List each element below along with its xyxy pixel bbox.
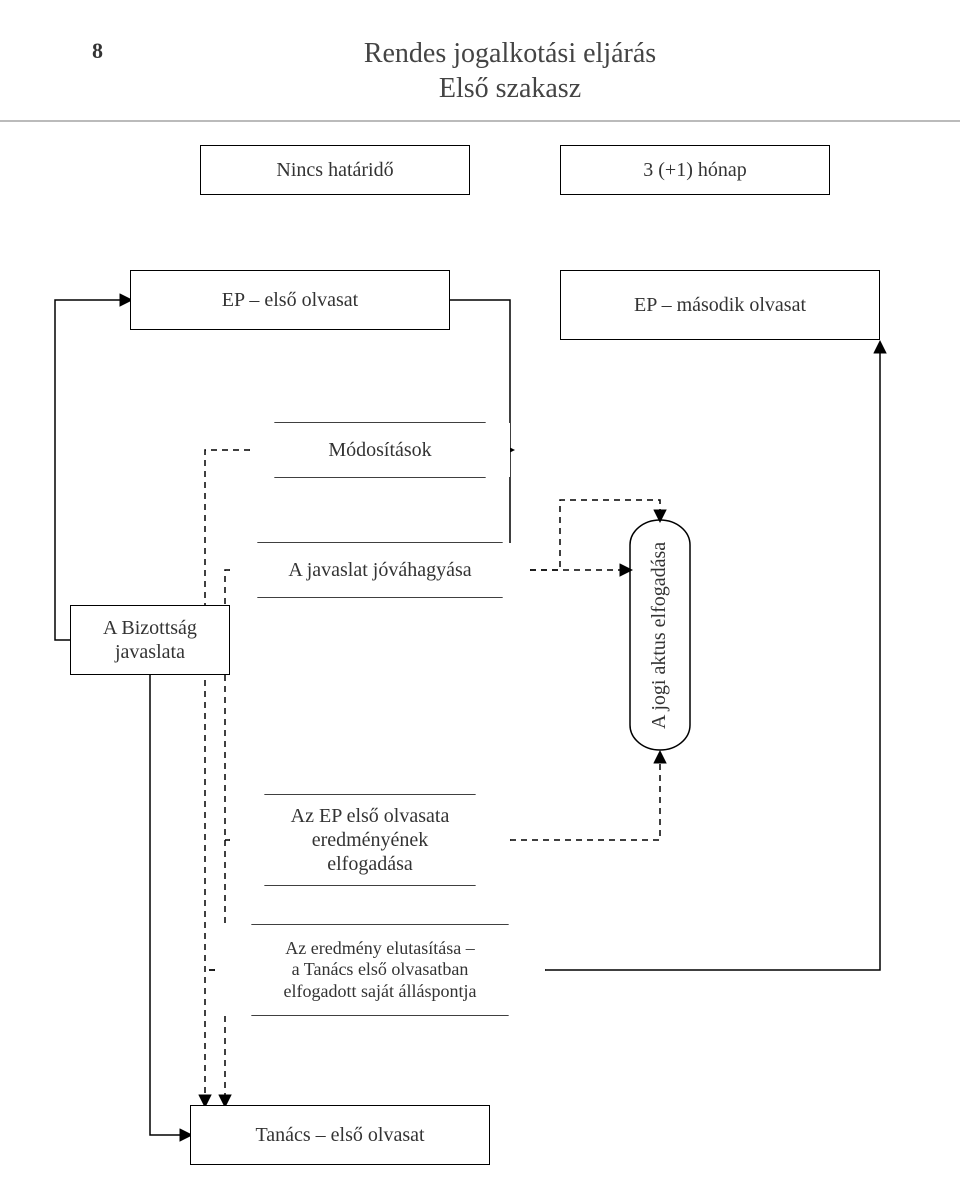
box-ep-second-reading-label: EP – második olvasat <box>634 293 806 317</box>
header-box-three-months-label: 3 (+1) hónap <box>643 158 746 182</box>
hex-modifications-label: Módosítások <box>328 438 431 462</box>
box-ep-second-reading: EP – második olvasat <box>560 270 880 340</box>
hex-rejection-label: Az eredmény elutasítása – a Tanács első … <box>284 938 477 1003</box>
hex-approval-label: A javaslat jóváhagyása <box>288 558 471 582</box>
box-ep-first-reading-label: EP – első olvasat <box>222 288 358 312</box>
vertical-box-legal-act-adopted: A jogi aktus elfogadása <box>648 535 671 735</box>
box-council-first-reading-label: Tanács – első olvasat <box>255 1123 424 1147</box>
hex-modifications: Módosítások <box>250 423 510 477</box>
hex-approval: A javaslat jóváhagyása <box>230 543 530 597</box>
hex-first-reading-result: Az EP első olvasata eredményének elfogad… <box>230 795 510 885</box>
header-box-no-deadline-label: Nincs határidő <box>276 158 393 182</box>
box-ep-first-reading: EP – első olvasat <box>130 270 450 330</box>
vertical-box-label: A jogi aktus elfogadása <box>648 541 670 728</box>
box-committee-proposal-label: A Bizottság javaslata <box>103 616 197 664</box>
header-box-no-deadline: Nincs határidő <box>200 145 470 195</box>
hex-first-reading-result-label: Az EP első olvasata eredményének elfogad… <box>291 804 450 876</box>
box-committee-proposal: A Bizottság javaslata <box>70 605 230 675</box>
header-box-three-months: 3 (+1) hónap <box>560 145 830 195</box>
hex-rejection: Az eredmény elutasítása – a Tanács első … <box>215 925 545 1015</box>
box-council-first-reading: Tanács – első olvasat <box>190 1105 490 1165</box>
